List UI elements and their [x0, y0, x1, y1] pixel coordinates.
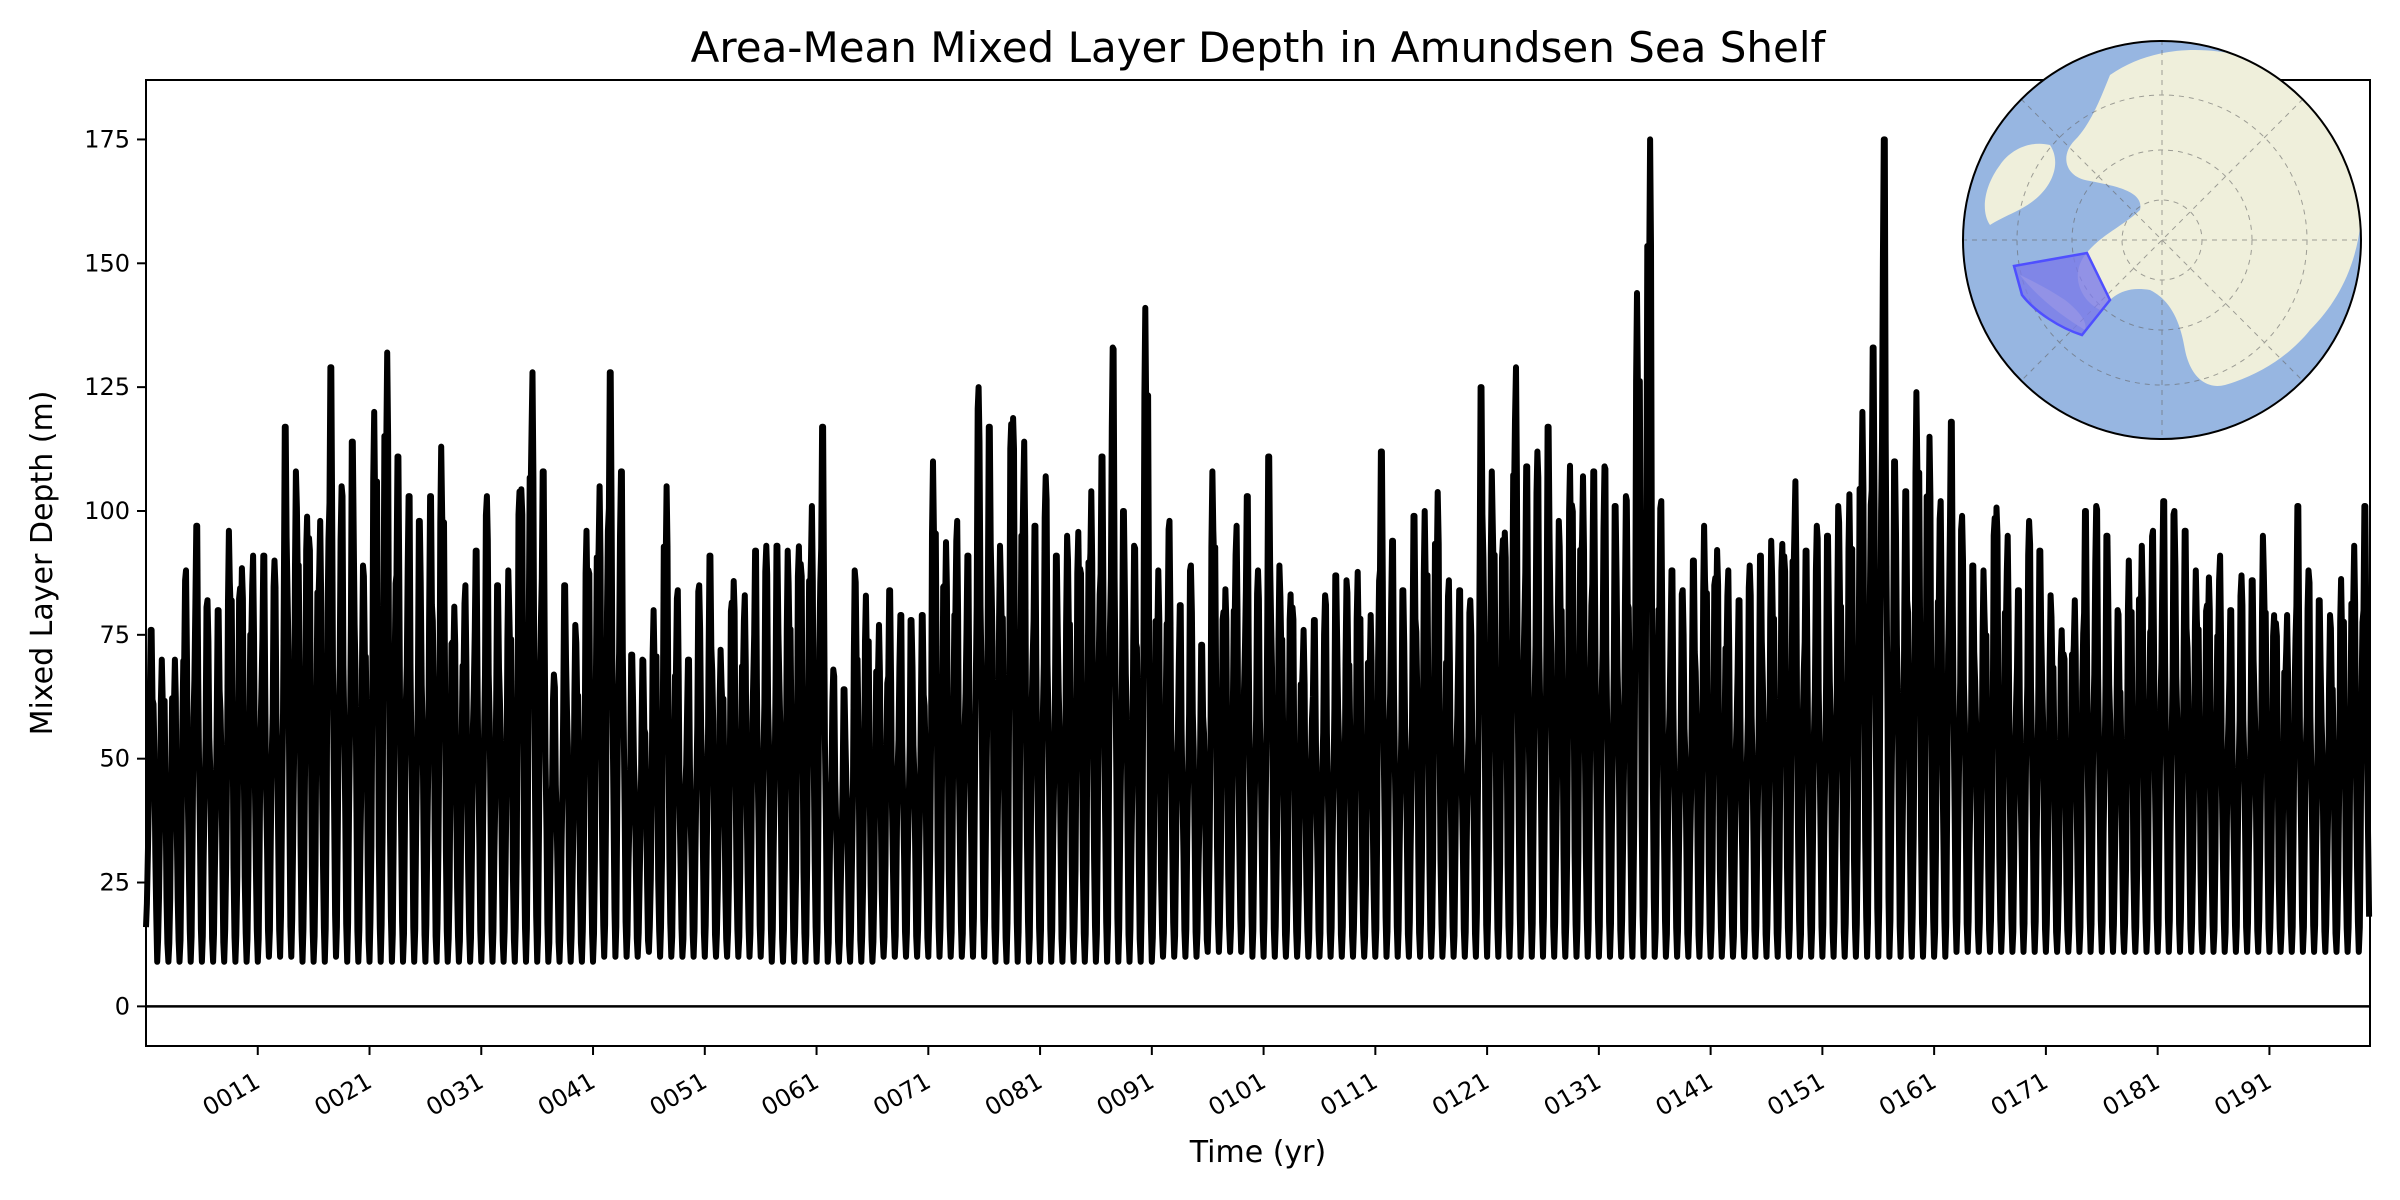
chart-title: Area-Mean Mixed Layer Depth in Amundsen …: [691, 23, 1827, 72]
x-tick-label: 0121: [1427, 1067, 1494, 1122]
x-tick-label: 0111: [1315, 1067, 1382, 1122]
inset-graticule: [1963, 41, 2361, 439]
x-tick-label: 0061: [757, 1067, 824, 1122]
y-tick-label: 125: [84, 373, 130, 401]
x-tick-label: 0041: [533, 1067, 600, 1122]
x-tick-label: 0051: [645, 1067, 712, 1122]
y-axis-label: Mixed Layer Depth (m): [25, 391, 60, 736]
amundsen-sea-region: [2012, 251, 2112, 337]
inset-border: [1962, 40, 2362, 440]
y-axis: 0 25 50 75 100 125 150 175: [84, 125, 146, 1020]
x-tick-label: 0181: [2098, 1067, 2165, 1122]
x-tick-label: 0131: [1539, 1067, 1606, 1122]
x-tick-label: 0081: [980, 1067, 1047, 1122]
x-axis-label: Time (yr): [1189, 1135, 1326, 1170]
plot-area: [143, 79, 2373, 1047]
series-line-mixed-layer-depth: [143, 136, 2373, 965]
x-tick-label: 0071: [868, 1067, 935, 1122]
x-tick-label: 0031: [421, 1067, 488, 1122]
x-tick-label: 0171: [1986, 1067, 2053, 1122]
x-tick-label: 0011: [198, 1067, 265, 1122]
plot-frame: [145, 79, 2371, 1047]
x-tick-label: 0161: [1874, 1067, 1941, 1122]
y-tick-label: 175: [84, 125, 130, 153]
antarctic-peninsula: [1984, 143, 2056, 225]
y-tick-label: 150: [84, 249, 130, 277]
y-tick-label: 0: [115, 992, 130, 1020]
y-tick-label: 25: [99, 869, 130, 897]
x-tick-label: 0151: [1762, 1067, 1829, 1122]
y-tick-label: 50: [99, 745, 130, 773]
x-tick-label: 0021: [310, 1067, 377, 1122]
x-tick-label: 0191: [2210, 1067, 2277, 1122]
antarctica-inset-map: [1962, 40, 2362, 440]
series-layer: [143, 136, 2373, 965]
y-tick-label: 75: [99, 621, 130, 649]
y-tick-label: 100: [84, 497, 130, 525]
x-tick-label: 0101: [1204, 1067, 1271, 1122]
antarctica-landmass: [2066, 50, 2361, 386]
x-axis: 0011 0021 0031 0041 0051 0061 0071 0081 0091 0101…: [198, 1046, 2277, 1122]
x-tick-label: 0091: [1092, 1067, 1159, 1122]
x-tick-label: 0141: [1651, 1067, 1718, 1122]
